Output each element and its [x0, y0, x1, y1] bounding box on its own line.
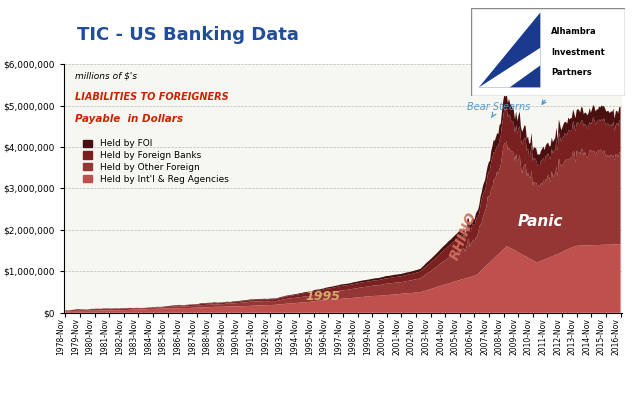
Text: May 2011: May 2011 — [528, 85, 576, 104]
Text: Alhambra: Alhambra — [551, 27, 597, 36]
Text: TIC - US Banking Data: TIC - US Banking Data — [77, 26, 299, 44]
Text: Investment: Investment — [551, 48, 605, 57]
Text: LIABILITIES TO FOREIGNERS: LIABILITIES TO FOREIGNERS — [75, 91, 229, 101]
Text: Panic: Panic — [518, 214, 563, 229]
FancyBboxPatch shape — [471, 8, 625, 96]
Text: RHINO: RHINO — [447, 210, 479, 262]
Text: Partners: Partners — [551, 68, 592, 77]
Text: millions of $'s: millions of $'s — [75, 72, 137, 81]
Polygon shape — [479, 12, 540, 87]
Text: Bear Stearns: Bear Stearns — [467, 102, 530, 117]
Text: Payable  in Dollars: Payable in Dollars — [75, 114, 183, 124]
Legend: Held by FOI, Held by Foreign Banks, Held by Other Foreign, Held by Int'l & Reg A: Held by FOI, Held by Foreign Banks, Held… — [79, 136, 232, 187]
Polygon shape — [479, 48, 540, 87]
Text: 1995: 1995 — [306, 290, 341, 303]
